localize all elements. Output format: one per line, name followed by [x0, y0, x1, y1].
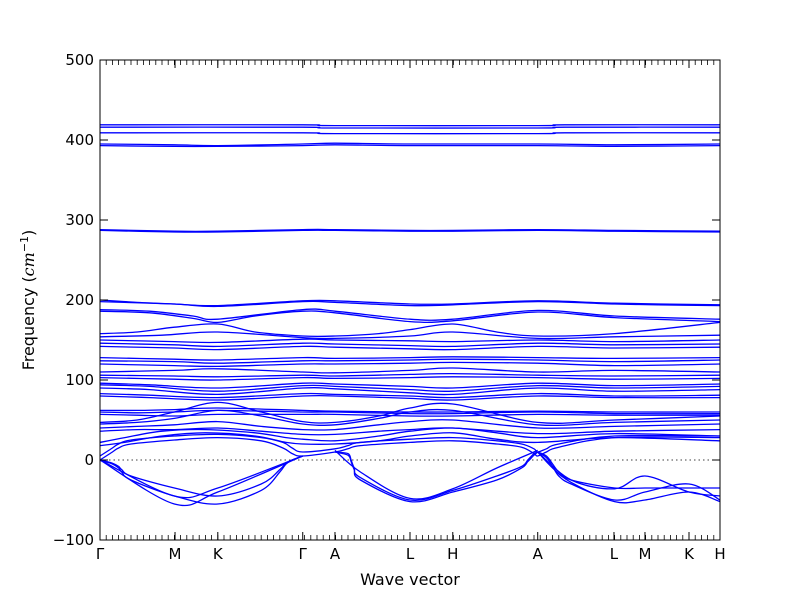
band-line-0: [100, 124, 720, 127]
x-tick-label: K: [684, 545, 695, 563]
band-line-11: [100, 321, 720, 338]
x-tick-label: H: [714, 545, 725, 563]
band-line-30: [100, 401, 720, 424]
band-line-3: [100, 142, 720, 147]
x-tick-label: Γ: [299, 545, 308, 563]
band-line-31: [100, 408, 720, 427]
band-line-15: [100, 345, 720, 351]
band-line-44: [334, 449, 538, 500]
band-line-6: [100, 229, 720, 233]
plot-frame: [99, 59, 721, 541]
band-line-16: [100, 356, 720, 361]
band-line-2: [100, 132, 720, 135]
minor-ticks: [99, 60, 721, 540]
band-line-22: [100, 382, 720, 389]
x-tick-label: K: [213, 545, 224, 563]
y-axis-title: Frequency (cm−1): [18, 230, 38, 371]
x-axis-title: Wave vector: [360, 570, 460, 589]
band-line-20: [100, 372, 720, 378]
x-tick-label: A: [533, 545, 544, 563]
band-line-14: [100, 342, 720, 348]
x-tick-label: M: [169, 545, 182, 563]
band-line-12: [100, 331, 720, 340]
x-tick-label: A: [330, 545, 341, 563]
band-line-28: [100, 409, 720, 415]
y-tick-label: 400: [65, 131, 94, 149]
band-line-18: [100, 361, 720, 368]
band-line-23: [100, 384, 720, 393]
y-tick-label: −100: [53, 531, 94, 549]
y-tick-label: 300: [65, 211, 94, 229]
band-line-27: [100, 407, 720, 413]
band-line-26: [100, 394, 720, 401]
band-line-25: [100, 392, 720, 399]
y-tick-label: 100: [65, 371, 94, 389]
band-line-24: [100, 386, 720, 396]
band-line-36: [100, 433, 720, 457]
x-tick-label: L: [406, 545, 415, 563]
band-line-46: [537, 451, 720, 501]
x-tick-label: L: [610, 545, 619, 563]
band-line-5: [100, 228, 720, 233]
band-line-48: [537, 451, 720, 497]
x-tick-label: H: [447, 545, 458, 563]
band-line-34: [100, 427, 720, 444]
band-line-17: [100, 358, 720, 364]
band-line-35: [100, 432, 720, 447]
band-line-1: [100, 126, 720, 129]
band-line-19: [100, 367, 720, 374]
y-tick-label: 500: [65, 51, 94, 69]
phonon-bands: [100, 124, 720, 507]
y-tick-label: 0: [84, 451, 94, 469]
band-line-4: [100, 144, 720, 148]
y-axis: −100 0 100 200 300 400 500: [53, 51, 720, 549]
band-line-10: [100, 310, 720, 324]
band-line-21: [100, 376, 720, 381]
band-line-9: [100, 308, 720, 321]
x-tick-label: Γ: [96, 545, 105, 563]
x-tick-label: M: [639, 545, 652, 563]
band-line-43: [334, 451, 539, 503]
y-tick-label: 200: [65, 291, 94, 309]
band-line-8: [100, 300, 720, 308]
band-line-32: [100, 419, 720, 431]
band-line-29: [100, 413, 720, 417]
band-line-41: [100, 455, 303, 507]
band-line-13: [100, 338, 720, 344]
band-line-37: [100, 436, 720, 461]
band-line-40: [100, 455, 303, 499]
